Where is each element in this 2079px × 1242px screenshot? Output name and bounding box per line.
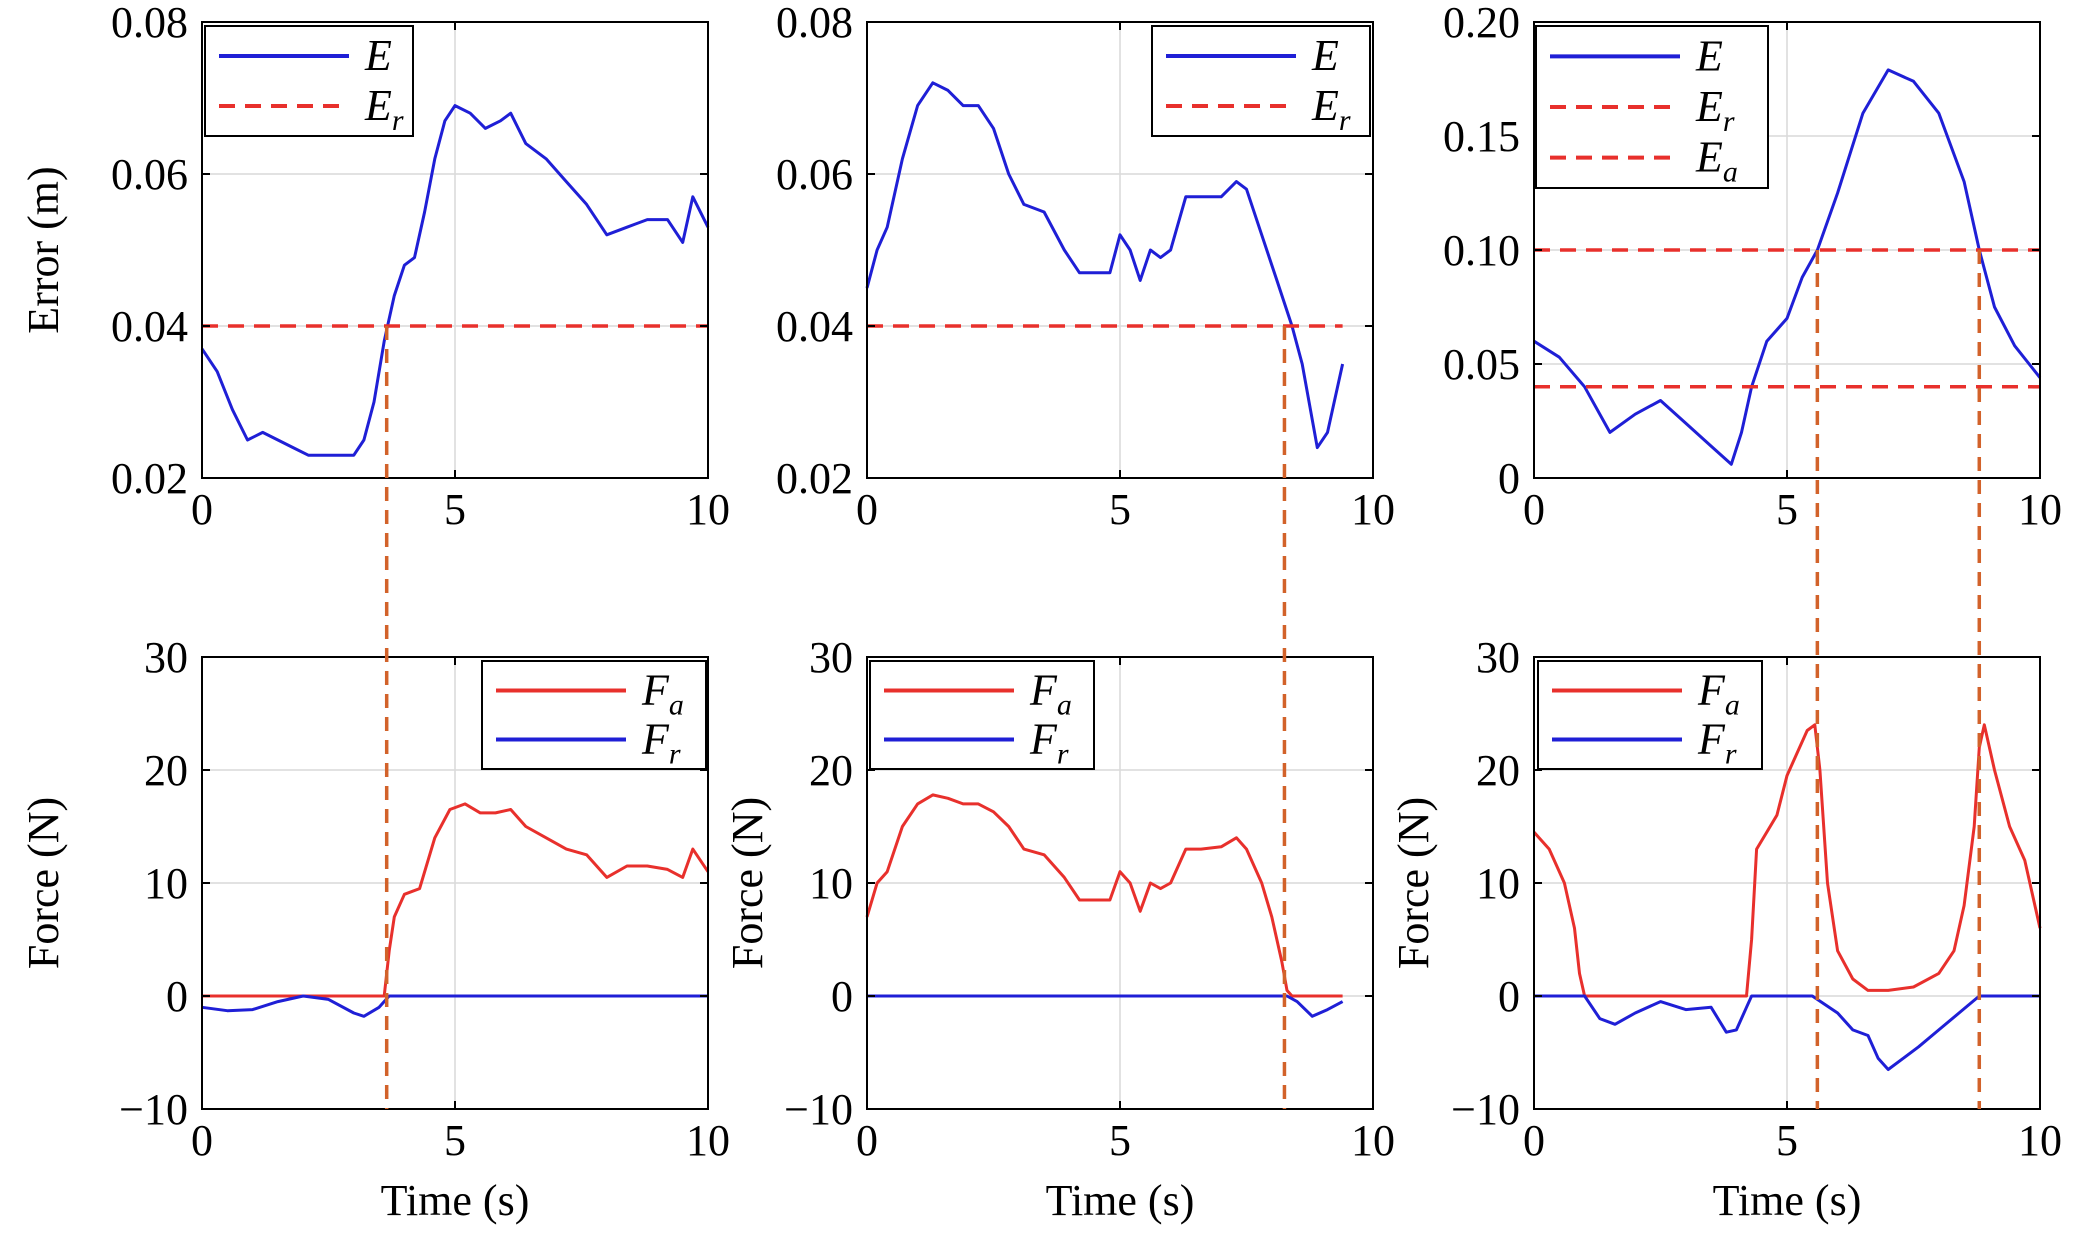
- x-tick-label: 0: [856, 1116, 878, 1165]
- legend-box: [869, 660, 1095, 770]
- y-tick-label: 10: [144, 859, 188, 908]
- y-tick-label: 0.04: [111, 302, 188, 351]
- x-tick-label: 10: [1351, 1116, 1395, 1165]
- y-tick-label: 20: [809, 746, 853, 795]
- x-tick-label: 5: [1109, 485, 1131, 534]
- y-tick-label: 0: [831, 972, 853, 1021]
- legend-box: [1537, 660, 1763, 770]
- y-tick-label: 30: [1476, 633, 1520, 682]
- legend-label: E: [1311, 31, 1339, 80]
- y-tick-label: 20: [1476, 746, 1520, 795]
- legend-box: [1151, 25, 1371, 137]
- x-tick-label: 5: [1776, 1116, 1798, 1165]
- series-line-e: [1533, 68, 2042, 466]
- y-tick-label: −10: [119, 1085, 188, 1134]
- x-tick-label: 10: [686, 1116, 730, 1165]
- x-tick-label: 0: [191, 485, 213, 534]
- series-line-f-r: [1534, 994, 2040, 1071]
- y-tick-label: 30: [144, 633, 188, 682]
- x-tick-label: 5: [1776, 485, 1798, 534]
- y-axis-label: Force (N): [723, 797, 772, 969]
- legend-label: Er: [364, 81, 404, 137]
- y-tick-label: 0.15: [1443, 112, 1520, 161]
- y-tick-label: −10: [1451, 1085, 1520, 1134]
- y-tick-label: 0: [1498, 454, 1520, 503]
- x-tick-label: 10: [2018, 485, 2062, 534]
- series-line-f-a: [865, 793, 1343, 998]
- y-tick-label: 0.10: [1443, 226, 1520, 275]
- y-tick-label: 10: [809, 859, 853, 908]
- y-tick-label: 0.06: [111, 150, 188, 199]
- legend-label: Er: [1695, 82, 1735, 138]
- y-tick-label: 0: [166, 972, 188, 1021]
- legend: EEr: [204, 25, 414, 137]
- x-tick-label: 0: [191, 1116, 213, 1165]
- legend-label: Fr: [1697, 715, 1737, 771]
- y-tick-label: 0.05: [1443, 340, 1520, 389]
- legend-label: Fa: [1029, 666, 1072, 722]
- y-tick-label: 0: [1498, 972, 1520, 1021]
- series-line-e: [865, 81, 1345, 450]
- legend-label: Ea: [1695, 133, 1738, 189]
- legend-box: [481, 660, 707, 770]
- x-tick-label: 0: [856, 485, 878, 534]
- y-tick-label: 0.08: [111, 0, 188, 47]
- x-axis-label: Time (s): [381, 1176, 530, 1225]
- y-tick-label: 20: [144, 746, 188, 795]
- y-tick-label: 0.02: [111, 454, 188, 503]
- y-axis-label: Force (N): [1389, 797, 1438, 969]
- legend-label: Er: [1311, 81, 1351, 137]
- x-axis-label: Time (s): [1713, 1176, 1862, 1225]
- x-tick-label: 5: [1109, 1116, 1131, 1165]
- x-tick-label: 0: [1523, 485, 1545, 534]
- y-tick-label: 0.08: [776, 0, 853, 47]
- legend-label: Fr: [641, 715, 681, 771]
- legend-box: [204, 25, 414, 137]
- legend-label: Fr: [1029, 715, 1069, 771]
- x-tick-label: 5: [444, 1116, 466, 1165]
- legend-label: Fa: [641, 666, 684, 722]
- x-tick-label: 10: [686, 485, 730, 534]
- y-axis-label: Force (N): [19, 797, 68, 969]
- legend-label: E: [1695, 31, 1723, 80]
- series-line-f-r: [867, 994, 1344, 1018]
- x-tick-label: 10: [1351, 485, 1395, 534]
- x-tick-label: 5: [444, 485, 466, 534]
- y-tick-label: 30: [809, 633, 853, 682]
- series-line-f-r: [201, 994, 708, 1018]
- panel-top-middle: 0 5 10 0.02 0.04 0.06 0.08 EEr: [776, 0, 1395, 534]
- y-tick-label: 0.04: [776, 302, 853, 351]
- y-tick-label: 10: [1476, 859, 1520, 908]
- y-tick-label: 0.02: [776, 454, 853, 503]
- series-line-f-a: [202, 802, 710, 998]
- y-axis-label: Error (m): [19, 166, 68, 333]
- y-tick-label: −10: [784, 1085, 853, 1134]
- legend-label: Fa: [1697, 666, 1740, 722]
- series-line-e: [200, 104, 710, 457]
- panel-top-left: 0 5 10 0.02 0.04 0.06 0.08 Error (m) EEr: [19, 0, 730, 534]
- x-axis-label: Time (s): [1046, 1176, 1195, 1225]
- legend-box: [1535, 25, 1769, 189]
- x-tick-label: 10: [2018, 1116, 2062, 1165]
- y-tick-label: 0.20: [1443, 0, 1520, 47]
- x-tick-label: 0: [1523, 1116, 1545, 1165]
- legend: EEr: [1151, 25, 1371, 137]
- legend-label: E: [364, 31, 392, 80]
- y-tick-label: 0.06: [776, 150, 853, 199]
